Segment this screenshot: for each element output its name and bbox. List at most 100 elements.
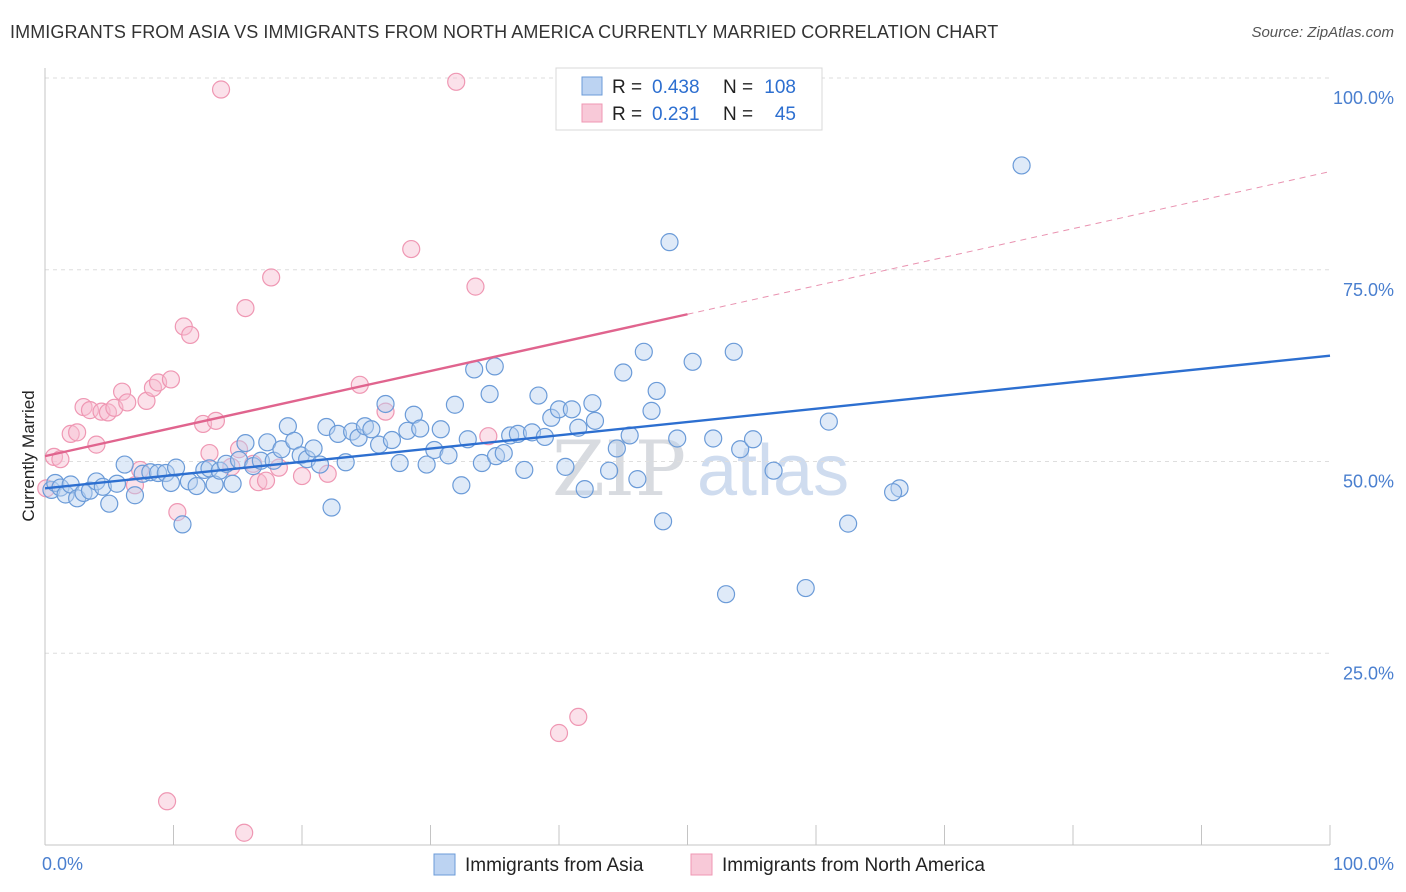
- na-point-44: [157, 792, 177, 811]
- na-point-21: [181, 325, 200, 345]
- asia-point-106: [485, 357, 504, 376]
- na-point-40: [466, 277, 485, 296]
- asia-point-51: [376, 394, 395, 414]
- y-tick-labels: 25.0% 50.0% 75.0% 100.0%: [1333, 88, 1394, 683]
- asia-point-91: [653, 512, 673, 531]
- y-tick-label-100: 100.0%: [1333, 88, 1394, 108]
- series-legend-swatch-na: [690, 853, 713, 876]
- legend-r-label-asia: R =: [612, 77, 642, 98]
- asia-point-83: [600, 461, 619, 480]
- na-point-9: [98, 403, 118, 422]
- asia-point-82: [585, 411, 605, 430]
- asia-point-107: [668, 429, 687, 448]
- na-point-39: [447, 72, 466, 91]
- asia-point-28: [223, 474, 242, 493]
- na-point-43: [569, 707, 588, 727]
- asia-point-40: [304, 439, 323, 458]
- legend-swatch-na: [581, 103, 603, 123]
- legend-n-label-na: N =: [723, 104, 753, 125]
- asia-point-10: [100, 494, 119, 513]
- stats-legend: R = 0.438 N = 108 R = 0.231 N = 45: [555, 67, 823, 131]
- na-point-4: [68, 423, 87, 442]
- legend-n-label-asia: N =: [723, 77, 753, 98]
- trend-lines: [44, 171, 1331, 490]
- asia-point-89: [642, 401, 661, 420]
- na-point-12: [118, 393, 137, 412]
- y-axis-label: Currently Married: [19, 390, 38, 521]
- na-point-38: [402, 239, 421, 259]
- asia-point-78: [562, 400, 581, 419]
- asia-point-99: [764, 461, 783, 480]
- asia-point-53: [390, 453, 409, 473]
- points-asia: [42, 156, 1031, 604]
- asia-point-102: [839, 514, 858, 533]
- asia-point-20: [173, 515, 192, 534]
- asia-point-12: [115, 455, 134, 474]
- asia-point-61: [445, 395, 465, 414]
- watermark-atlas: atlas: [697, 431, 849, 511]
- asia-point-100: [796, 578, 815, 598]
- legend-n-value-asia: 108: [764, 77, 796, 98]
- series-legend-label-asia: Immigrants from Asia: [465, 855, 644, 876]
- asia-point-44: [328, 424, 348, 443]
- legend-r-label-na: R =: [612, 104, 642, 125]
- na-point-2: [51, 450, 70, 469]
- asia-point-30: [236, 433, 255, 453]
- asia-point-62: [452, 476, 471, 495]
- series-legend-label-na: Immigrants from North America: [722, 855, 985, 876]
- asia-point-57: [417, 455, 436, 474]
- asia-point-22: [187, 476, 206, 496]
- source-label: Source: ZipAtlas.com: [1251, 24, 1394, 41]
- x-tick-label-100: 100.0%: [1333, 854, 1394, 874]
- asia-point-47: [349, 428, 368, 447]
- asia-point-80: [575, 480, 594, 499]
- na-point-25: [211, 80, 231, 99]
- na-point-30: [249, 473, 268, 492]
- asia-point-93: [683, 352, 702, 371]
- legend-r-value-asia: 0.438: [652, 77, 700, 98]
- na-point-11: [112, 382, 132, 401]
- asia-point-84: [607, 439, 626, 458]
- asia-point-59: [431, 420, 450, 439]
- na-point-32: [262, 268, 281, 287]
- na-point-23: [200, 443, 219, 463]
- series-legend-swatch-asia: [433, 853, 456, 876]
- asia-point-104: [1012, 156, 1031, 175]
- asia-point-105: [883, 483, 903, 502]
- asia-point-81: [583, 394, 602, 413]
- asia-point-60: [439, 446, 458, 465]
- na-point-37: [376, 402, 395, 421]
- asia-point-96: [724, 342, 743, 361]
- na-point-45: [235, 823, 254, 842]
- trend-line-na: [44, 313, 688, 458]
- asia-point-66: [480, 384, 499, 404]
- asia-point-11: [107, 474, 127, 493]
- asia-point-87: [628, 470, 647, 489]
- asia-point-85: [614, 363, 633, 382]
- asia-point-35: [272, 440, 291, 459]
- points-north-america: [37, 72, 588, 842]
- asia-point-101: [819, 412, 838, 431]
- trend-line-na-extension: [687, 171, 1331, 315]
- na-point-31: [256, 471, 276, 490]
- series-legend: Immigrants from Asia Immigrants from Nor…: [433, 853, 985, 876]
- asia-point-90: [647, 381, 666, 401]
- na-point-34: [292, 466, 312, 486]
- trend-line-asia: [44, 354, 1331, 490]
- asia-point-71: [515, 460, 534, 480]
- asia-point-98: [743, 430, 763, 449]
- asia-point-76: [549, 400, 569, 419]
- legend-n-value-na: 45: [775, 104, 796, 125]
- asia-point-73: [529, 386, 548, 405]
- asia-point-19: [166, 458, 186, 477]
- na-point-28: [236, 299, 255, 318]
- chart-title: IMMIGRANTS FROM ASIA VS IMMIGRANTS FROM …: [10, 22, 999, 42]
- asia-point-49: [362, 420, 381, 439]
- legend-swatch-asia: [581, 76, 603, 96]
- asia-point-56: [411, 419, 430, 438]
- na-point-42: [549, 723, 569, 743]
- y-tick-label-25: 25.0%: [1343, 663, 1394, 683]
- asia-point-43: [322, 498, 341, 517]
- legend-r-value-na: 0.231: [652, 104, 700, 125]
